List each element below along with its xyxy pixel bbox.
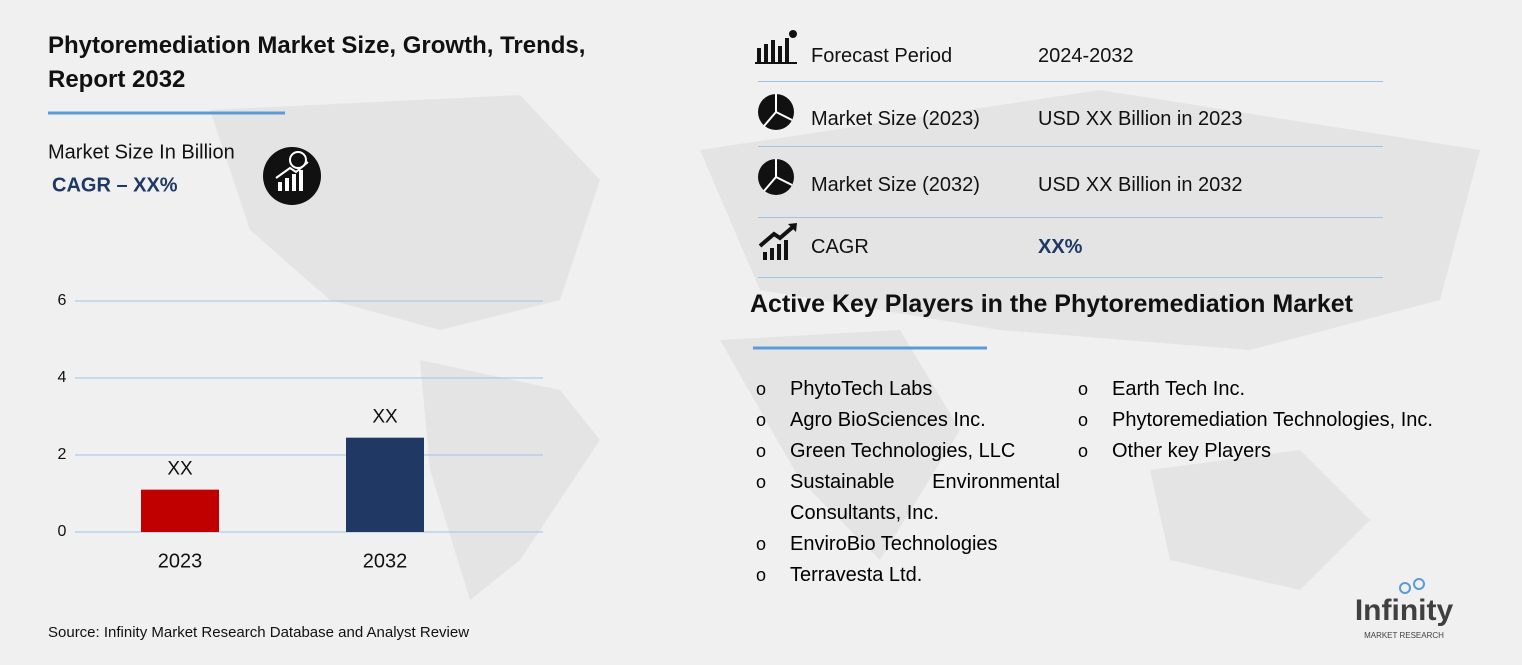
bullet: o <box>1078 441 1089 461</box>
summary-value: USD XX Billion in 2032 <box>1038 174 1243 196</box>
bullet: o <box>756 410 767 430</box>
summary-value: USD XX Billion in 2023 <box>1038 108 1243 130</box>
player-name: Terravesta Ltd. <box>790 564 923 586</box>
summary-label: CAGR <box>811 236 869 258</box>
summary-label: Market Size (2032) <box>811 174 980 196</box>
value-label: XX <box>372 407 398 428</box>
x-tick-label: 2023 <box>158 550 203 572</box>
player-name: Green Technologies, LLC <box>790 440 1016 462</box>
summary-value: XX% <box>1038 236 1083 258</box>
player-name: Other key Players <box>1112 440 1271 462</box>
bullet: o <box>756 441 767 461</box>
growth-icon <box>263 147 321 205</box>
value-label: XX <box>167 459 193 480</box>
y-tick-label: 4 <box>58 369 67 386</box>
source-note: Source: Infinity Market Research Databas… <box>48 624 469 641</box>
logo-name: Infinity <box>1355 594 1454 627</box>
player-name: Earth Tech Inc. <box>1112 378 1246 400</box>
row-separator <box>758 217 1383 218</box>
bullet: o <box>756 565 767 585</box>
bullet: o <box>1078 379 1089 399</box>
row-separator <box>758 277 1383 278</box>
bullet: o <box>756 534 767 554</box>
player-name: Phytoremediation Technologies, Inc. <box>1112 409 1433 431</box>
x-tick-label: 2032 <box>363 550 408 572</box>
bullet: o <box>756 472 767 492</box>
chart-subtitle: Market Size In Billion <box>48 141 235 163</box>
row-separator <box>758 81 1383 82</box>
player-name: Sustainable Environmental Consultants, I… <box>790 471 1060 524</box>
bar <box>346 437 424 532</box>
logo: Infinity MARKET RESEARCH <box>1355 578 1454 640</box>
icon-cagr <box>758 223 797 260</box>
bar <box>141 489 219 532</box>
summary-value: 2024-2032 <box>1038 45 1134 67</box>
map-background <box>210 90 1480 600</box>
player-name: PhytoTech Labs <box>790 378 933 400</box>
players-title: Active Key Players in the Phytoremediati… <box>750 290 1353 318</box>
icon-forecast <box>755 30 797 64</box>
row-separator <box>758 146 1383 147</box>
player-name: Agro BioSciences Inc. <box>790 409 986 431</box>
icon-pie <box>758 94 794 195</box>
chart-title: Phytoremediation Market Size, Growth, Tr… <box>48 32 585 93</box>
cagr-annotation: CAGR – XX% <box>52 174 178 196</box>
bullet: o <box>756 379 767 399</box>
player-name: EnviroBio Technologies <box>790 533 998 555</box>
summary-label: Market Size (2023) <box>811 108 980 130</box>
bullet: o <box>1078 410 1089 430</box>
y-tick-label: 2 <box>58 446 67 463</box>
logo-tagline: MARKET RESEARCH <box>1364 631 1444 640</box>
summary-label: Forecast Period <box>811 45 953 67</box>
y-tick-label: 6 <box>58 292 67 309</box>
y-tick-label: 0 <box>58 523 67 540</box>
